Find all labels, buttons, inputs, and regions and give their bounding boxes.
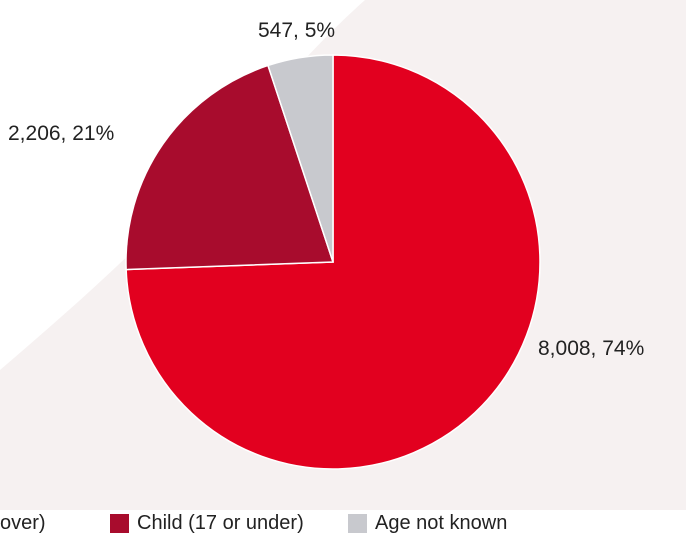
pie-slice-age-not-known [267,54,334,263]
pie-slice-child [125,64,335,271]
legend-swatch-child [110,514,129,533]
legend-swatch-age-not-known [348,514,367,533]
data-label-adult: 8,008, 74% [538,337,644,360]
pie-data-labels: 8,008, 74% 2,206, 21% 547, 5% [8,19,644,360]
data-label-age-not-known: 547, 5% [258,19,335,42]
legend-label-age-not-known: Age not known [375,512,508,534]
legend: over) Child (17 or under) Age not known [0,512,686,540]
legend-label-adult: over) [0,512,46,534]
legend-item-child: Child (17 or under) [110,512,304,535]
pie-slices [125,54,541,470]
legend-item-adult: over) [0,512,46,535]
legend-label-child: Child (17 or under) [137,512,304,534]
data-label-child: 2,206, 21% [8,122,114,145]
legend-item-age-not-known: Age not known [348,512,507,535]
